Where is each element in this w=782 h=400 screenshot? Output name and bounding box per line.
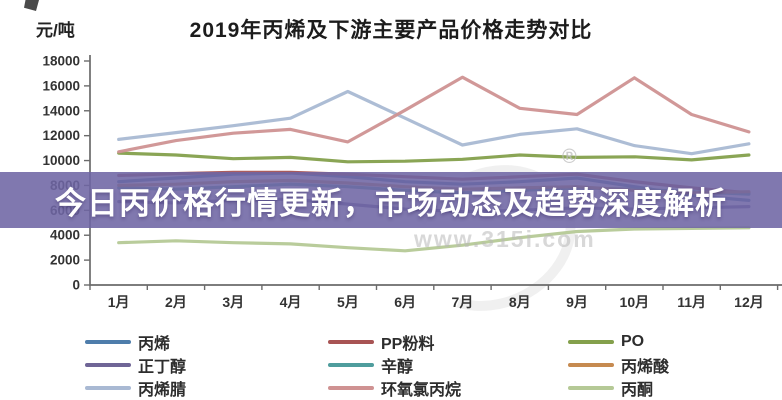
chart-title: 2019年丙烯及下游主要产品价格走势对比 (189, 19, 593, 42)
x-axis-month-label: 3月 (222, 294, 244, 310)
series-line-环氧氯丙烷 (117, 75, 751, 154)
x-axis-month-label: 12月 (734, 294, 764, 310)
legend-label: 环氧氯丙烷 (381, 381, 462, 399)
y-axis-tick-label: 18000 (42, 54, 80, 69)
watermark-url: www.315i.com (414, 226, 596, 252)
series-line-丙烯腈 (117, 89, 751, 156)
legend-label: PO (621, 332, 645, 350)
x-axis-month-label: 11月 (677, 294, 706, 310)
legend-item-PO: PO (568, 330, 669, 353)
legend-swatch-icon (568, 362, 614, 367)
y-axis-tick-label: 16000 (42, 78, 80, 93)
legend-item-丙烯酸: 丙烯酸 (568, 353, 669, 376)
headline-text: 今日丙价格行情更新，市场动态及趋势深度解析 (55, 185, 727, 221)
legend-swatch-icon (328, 362, 374, 367)
series-line-PO (117, 151, 751, 164)
legend-column: PO 丙烯酸丙酮 (568, 330, 669, 399)
chart-legend: 丙烯正丁醇丙烯腈 PP粉料辛醇环氧氯丙烷 PO 丙烯酸丙酮 (0, 330, 782, 400)
series-line-丙酮 (117, 226, 751, 253)
legend-label: 正丁醇 (138, 358, 187, 376)
legend-swatch-icon (328, 339, 374, 344)
legend-label: 丙烯酸 (621, 358, 670, 376)
x-axis-month-label: 9月 (566, 294, 588, 310)
legend-swatch-icon (85, 385, 131, 390)
y-axis-tick-label: 12000 (42, 128, 80, 143)
x-axis-month-label: 2月 (165, 294, 187, 310)
legend-item-辛醇: 辛醇 (328, 353, 461, 376)
registered-trademark-watermark: ® (562, 146, 577, 168)
legend-label: 丙烯 (138, 335, 171, 353)
x-axis-month-label: 10月 (620, 294, 650, 310)
y-axis-unit-label: 元/吨 (36, 21, 75, 40)
legend-item-丙烯腈: 丙烯腈 (85, 376, 186, 399)
legend-swatch-icon (85, 362, 131, 367)
y-axis-tick-label: 4000 (50, 228, 80, 243)
legend-item-丙烯: 丙烯 (85, 330, 186, 353)
y-axis-tick-label: 0 (72, 278, 80, 293)
x-axis-month-label: 1月 (108, 294, 130, 310)
x-axis-month-label: 4月 (280, 294, 302, 310)
y-axis-tick-label: 14000 (42, 103, 80, 118)
legend-swatch-icon (568, 385, 614, 390)
y-axis-tick-label: 10000 (42, 153, 80, 168)
legend-label: 辛醇 (381, 358, 414, 376)
legend-column: 丙烯 正丁醇 丙烯腈 (85, 330, 186, 399)
y-axis-tick-label: 2000 (50, 253, 80, 268)
legend-label: 丙酮 (621, 381, 654, 399)
legend-item-PP粉料: PP粉料 (328, 330, 461, 353)
legend-swatch-icon (85, 339, 131, 344)
legend-item-丙酮: 丙酮 (568, 376, 669, 399)
legend-swatch-icon (328, 385, 374, 390)
x-axis-month-label: 5月 (337, 294, 359, 310)
x-axis-month-label: 6月 (394, 294, 416, 310)
legend-item-正丁醇: 正丁醇 (85, 353, 186, 376)
legend-label: 丙烯腈 (138, 381, 187, 399)
legend-swatch-icon (568, 339, 614, 344)
headline-banner: 今日丙价格行情更新，市场动态及趋势深度解析 (0, 172, 782, 228)
legend-item-环氧氯丙烷: 环氧氯丙烷 (328, 376, 461, 399)
x-axis-month-label: 8月 (509, 294, 531, 310)
x-axis-month-label: 7月 (452, 294, 474, 310)
legend-column: PP粉料辛醇环氧氯丙烷 (328, 330, 461, 399)
legend-label: PP粉料 (381, 335, 435, 353)
corner-artifact (24, 0, 39, 11)
